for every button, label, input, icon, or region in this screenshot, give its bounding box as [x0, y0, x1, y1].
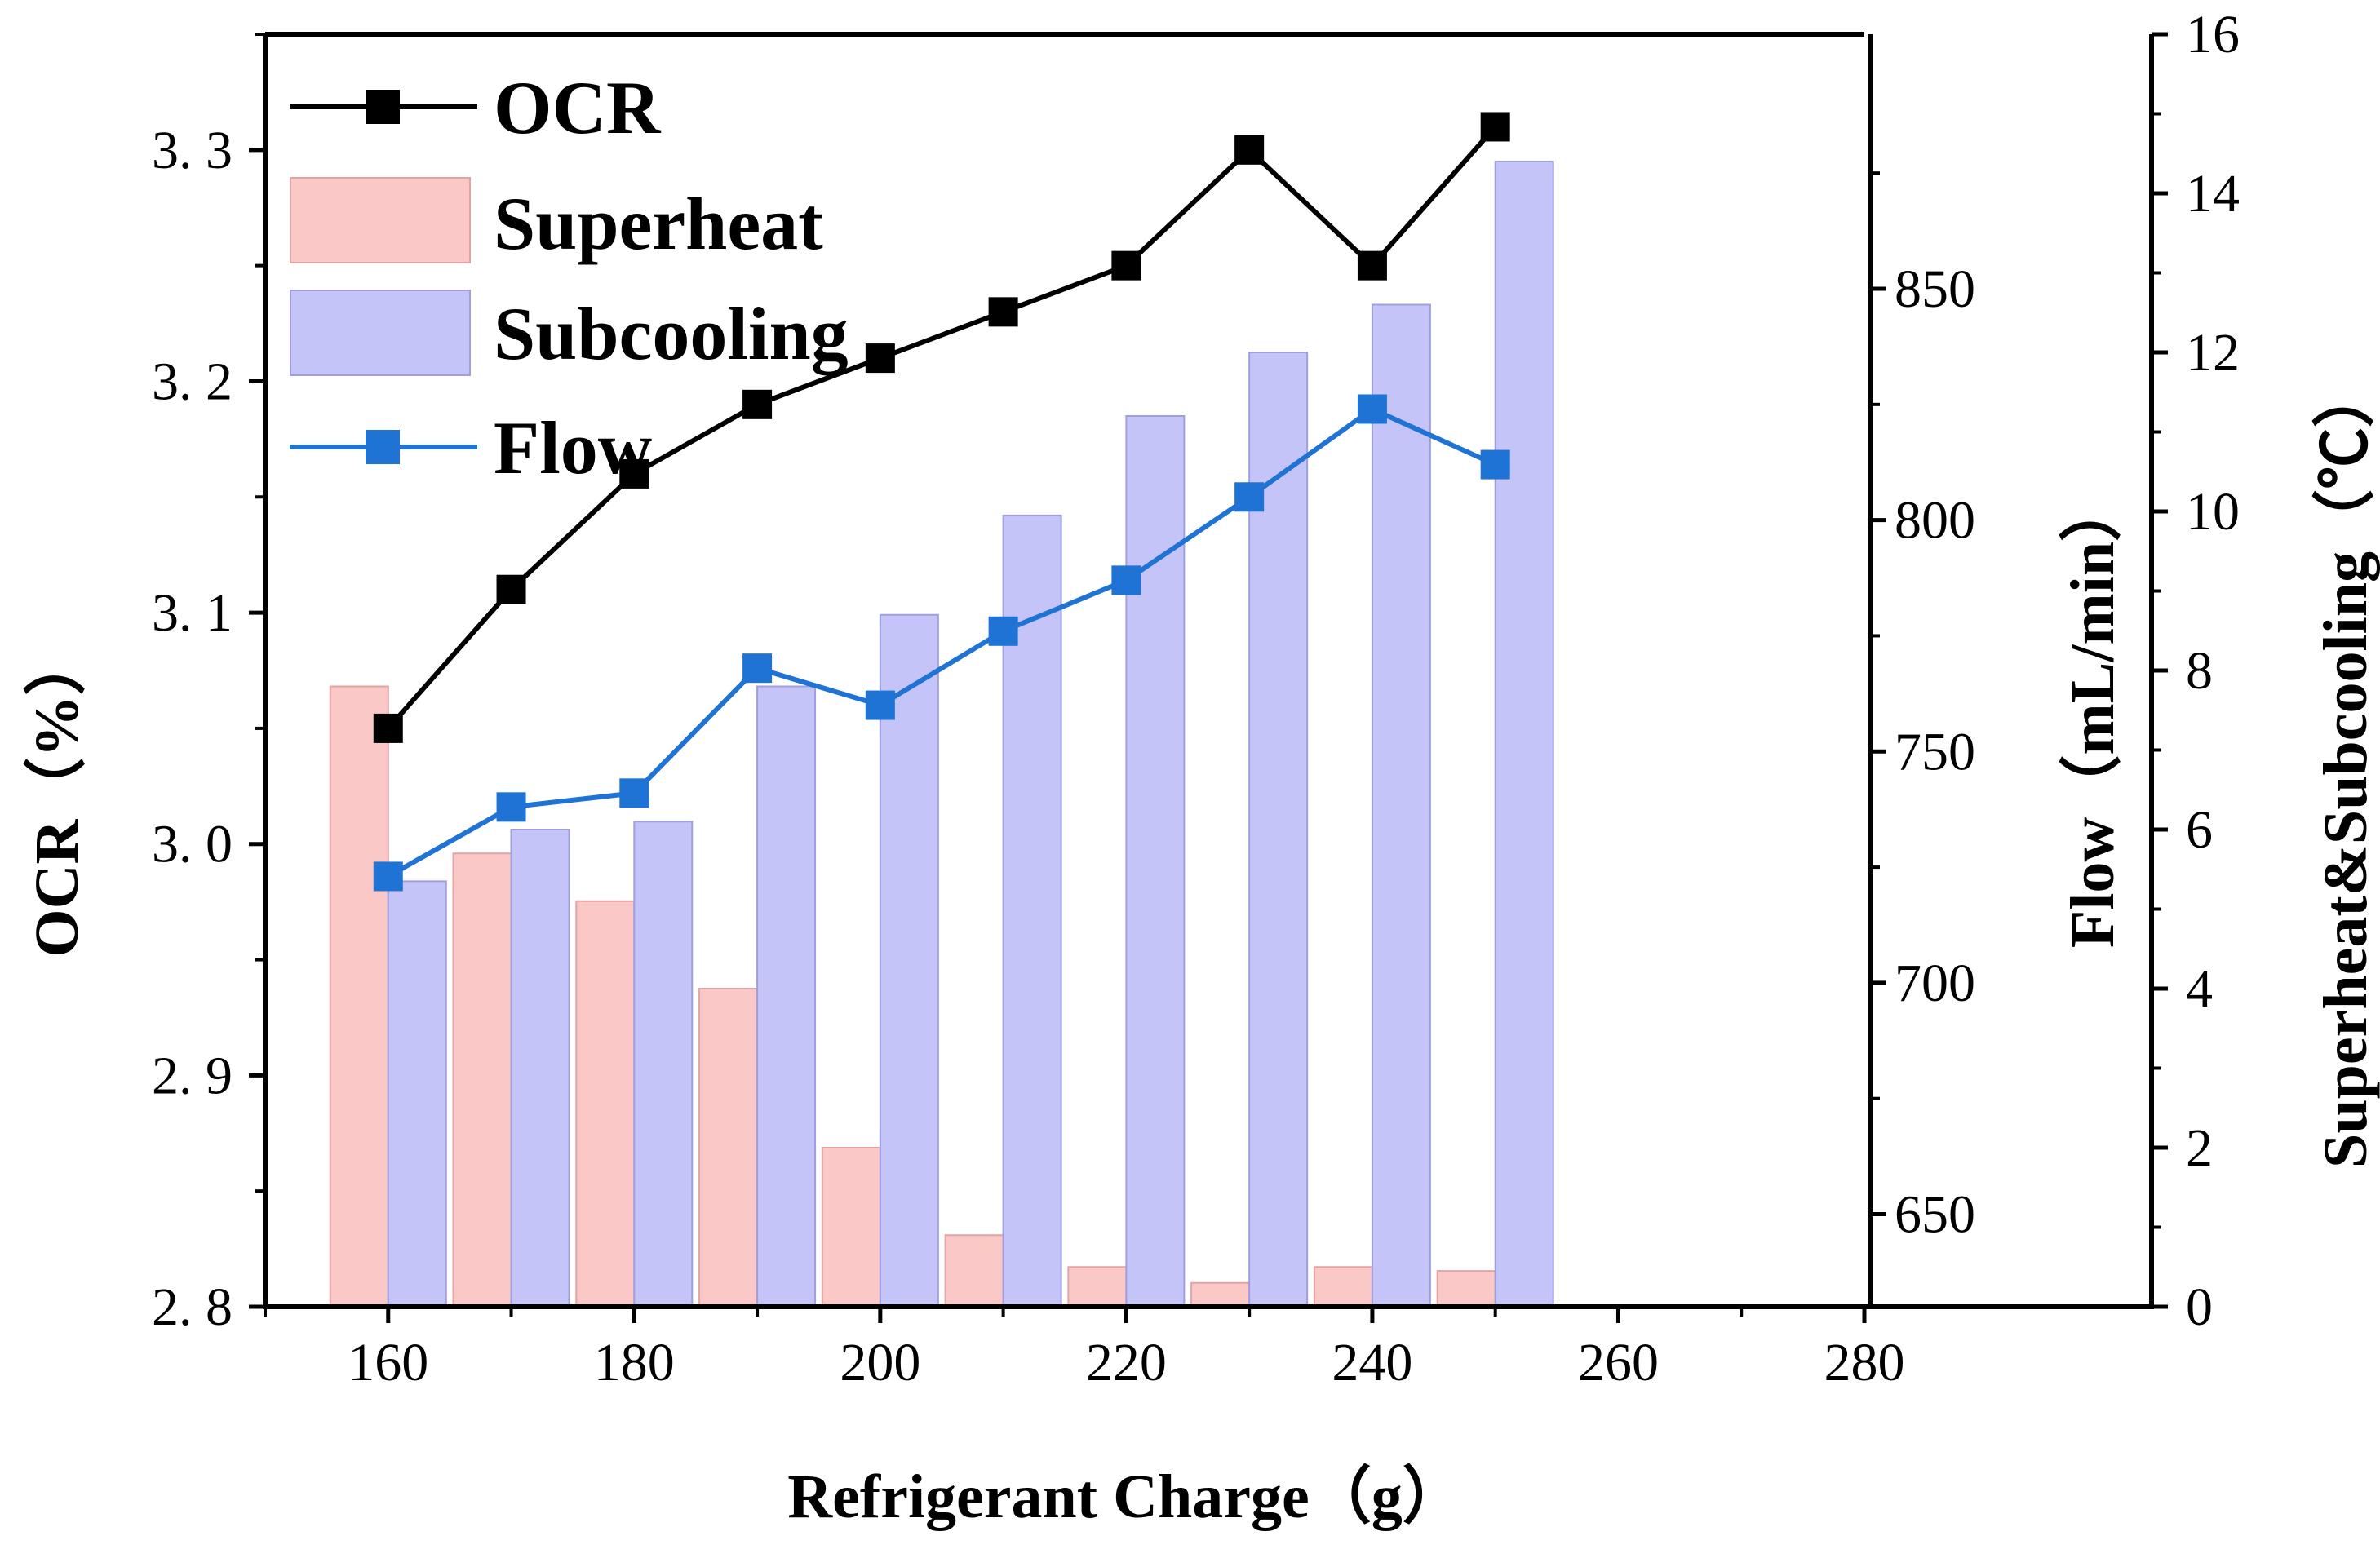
y-right2-tick-label-0: 0: [2186, 1277, 2213, 1337]
subcooling-bar-220: [1125, 415, 1186, 1308]
flow-point-180: [619, 778, 649, 808]
flow-point-230: [1234, 482, 1265, 512]
y-right2-axis-title: Superheat&Subcooling（℃）: [2311, 365, 2380, 1168]
superheat-bar-250: [1436, 1270, 1496, 1308]
y-right1-tick-label-700: 700: [1895, 954, 1975, 1013]
legend-ocr-marker: [366, 90, 400, 124]
superheat-bar-170: [452, 852, 512, 1308]
legend-flow-marker: [366, 430, 400, 464]
legend-superheat-label: Superheat: [494, 182, 823, 265]
x-axis-title: Refrigerant Charge（g）: [787, 1463, 1464, 1531]
ocr-point-240: [1357, 250, 1387, 281]
legend-subcooling-label: Subcooling: [494, 292, 849, 375]
y-right2-tick-label-8: 8: [2186, 641, 2213, 701]
flow-point-200: [865, 690, 895, 720]
ocr-point-220: [1111, 250, 1141, 281]
x-tick-label-180: 180: [594, 1333, 675, 1392]
flow-point-170: [496, 792, 526, 822]
superheat-bar-220: [1067, 1266, 1128, 1308]
ocr-point-160: [373, 713, 403, 743]
legend-superheat-swatch: [290, 177, 471, 263]
flow-point-250: [1480, 449, 1510, 480]
line-layer: [373, 112, 1510, 892]
y-right2-tick-label-14: 14: [2186, 164, 2240, 223]
ocr-line: [386, 125, 1497, 730]
ocr-point-200: [865, 343, 895, 374]
legend-subcooling-swatch: [290, 290, 471, 376]
ocr-point-210: [988, 297, 1018, 327]
y-left-tick-label-0: 2. 8: [152, 1277, 233, 1337]
y-right2-tick-label-16: 16: [2186, 5, 2240, 64]
y-left-tick-label-3: 3. 1: [152, 583, 233, 643]
legend-ocr-label: OCR: [494, 66, 662, 149]
legend-flow-label: Flow: [494, 406, 652, 489]
flow-point-240: [1357, 394, 1387, 424]
subcooling-bar-210: [1002, 514, 1062, 1308]
flow-line: [387, 406, 1496, 879]
y-right2-tick-label-6: 6: [2186, 800, 2213, 860]
superheat-bar-240: [1313, 1266, 1373, 1308]
subcooling-bar-160: [387, 880, 447, 1308]
y-right1-tick-label-750: 750: [1895, 722, 1975, 781]
x-tick-label-200: 200: [840, 1333, 920, 1392]
ocr-point-170: [496, 574, 526, 604]
y-left-axis-title: OCR（%）: [23, 634, 91, 958]
subcooling-bar-180: [633, 821, 694, 1308]
subcooling-bar-190: [756, 685, 817, 1308]
y-right2-tick-label-4: 4: [2186, 959, 2213, 1019]
ocr-point-230: [1234, 135, 1265, 165]
bar-layer: [329, 161, 1554, 1308]
ocr-point-180: [619, 458, 649, 489]
x-tick-label-260: 260: [1578, 1333, 1659, 1392]
legend: OCR Superheat Subcooling Flow: [290, 66, 849, 489]
subcooling-bar-170: [510, 829, 570, 1308]
ocr-point-190: [742, 389, 773, 419]
flow-point-210: [988, 616, 1018, 646]
y-right1-tick-label-850: 850: [1895, 259, 1975, 319]
y-right1-axis-title: Flow（mL/min）: [2059, 480, 2127, 948]
y-right2-tick-label-10: 10: [2186, 482, 2240, 542]
subcooling-bar-200: [879, 613, 939, 1308]
y-left-tick-label-1: 2. 9: [152, 1046, 233, 1105]
flow-point-190: [742, 653, 773, 684]
superheat-bar-180: [575, 900, 636, 1308]
superheat-bar-230: [1190, 1281, 1251, 1308]
subcooling-bar-240: [1371, 303, 1431, 1308]
superheat-bar-210: [944, 1234, 1004, 1308]
flow-point-220: [1111, 565, 1141, 595]
y-right2-tick-label-2: 2: [2186, 1118, 2213, 1178]
x-tick-label-240: 240: [1332, 1333, 1412, 1392]
superheat-bar-200: [821, 1147, 881, 1308]
x-tick-label-160: 160: [348, 1333, 428, 1392]
x-tick-label-280: 280: [1824, 1333, 1905, 1392]
subcooling-bar-250: [1494, 161, 1554, 1308]
y-left-tick-label-5: 3. 3: [152, 121, 233, 180]
superheat-bar-190: [698, 988, 759, 1308]
superheat-bar-160: [329, 685, 389, 1308]
ocr-point-250: [1480, 112, 1510, 142]
y-right2-tick-label-12: 12: [2186, 323, 2240, 383]
y-right1-tick-label-650: 650: [1895, 1185, 1975, 1245]
y-right1-tick-label-800: 800: [1895, 491, 1975, 551]
flow-point-160: [373, 861, 403, 892]
y-left-tick-label-2: 3. 0: [152, 815, 233, 874]
x-tick-label-220: 220: [1086, 1333, 1167, 1392]
y-left-tick-label-4: 3. 2: [152, 352, 233, 411]
